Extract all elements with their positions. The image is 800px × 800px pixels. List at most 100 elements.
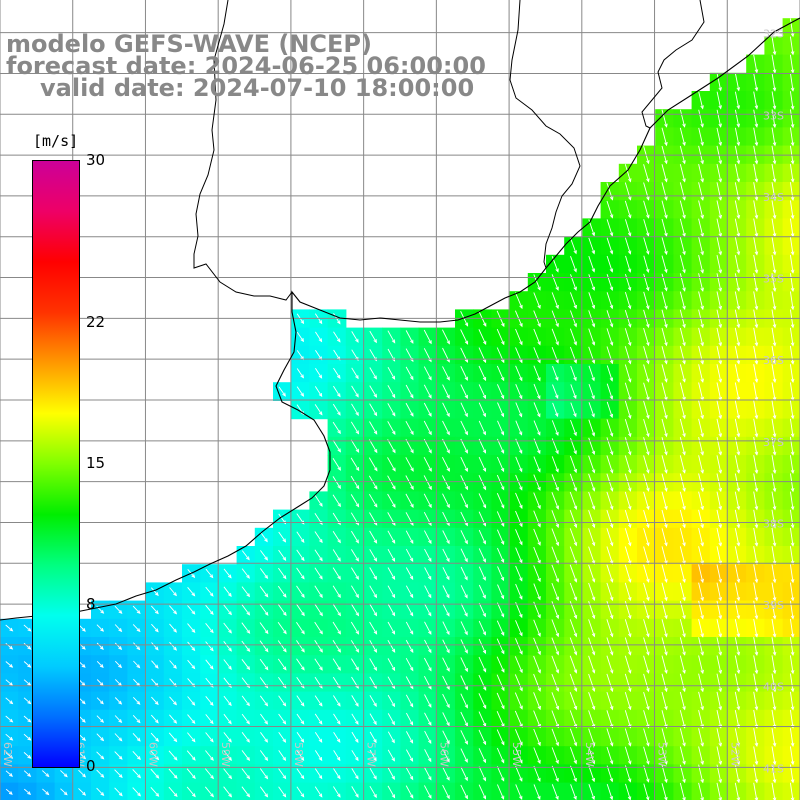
- wind-arrow: [296, 386, 305, 397]
- wind-arrow: [187, 659, 196, 670]
- wind-arrow: [314, 750, 323, 762]
- wind-arrow: [387, 421, 396, 436]
- wind-arrow: [569, 655, 578, 674]
- wind-arrow: [314, 768, 323, 780]
- wind-arrow: [588, 237, 596, 255]
- wind-arrow: [478, 420, 486, 436]
- wind-arrow: [624, 418, 632, 438]
- wind-arrow: [588, 383, 595, 400]
- wind-arrow: [698, 163, 704, 183]
- wind-arrow: [771, 455, 777, 475]
- wind-arrow: [296, 658, 305, 671]
- wind-arrow: [771, 673, 777, 693]
- lon-label: 56W: [437, 742, 450, 767]
- wind-arrow: [278, 695, 287, 707]
- wind-arrow: [624, 273, 632, 292]
- wind-arrow: [515, 510, 523, 528]
- wind-arrow: [734, 346, 741, 365]
- wind-arrow: [515, 420, 523, 436]
- wind-arrow: [150, 787, 160, 797]
- wind-arrow: [332, 421, 341, 435]
- wind-arrow: [405, 420, 414, 436]
- wind-arrow: [734, 728, 741, 747]
- wind-arrow: [569, 292, 577, 310]
- wind-arrow: [643, 364, 650, 383]
- wind-arrow: [333, 731, 341, 743]
- wind-arrow: [223, 750, 232, 762]
- wind-arrow: [442, 675, 450, 691]
- wind-arrow: [423, 511, 432, 527]
- wind-arrow: [405, 530, 414, 545]
- wind-arrow: [424, 530, 432, 545]
- wind-arrow: [241, 768, 251, 780]
- wind-arrow: [624, 655, 632, 674]
- wind-arrow: [259, 622, 269, 635]
- wind-arrow: [314, 786, 323, 798]
- wind-arrow: [387, 621, 396, 635]
- wind-arrow: [643, 637, 650, 656]
- wind-arrow: [753, 618, 759, 638]
- wind-arrow: [23, 770, 32, 777]
- wind-arrow: [661, 637, 668, 656]
- wind-cell: [72, 782, 92, 800]
- colorbar-unit: [m/s]: [33, 132, 79, 150]
- wind-arrow: [771, 400, 777, 420]
- wind-arrow: [114, 642, 123, 651]
- wind-arrow: [460, 475, 468, 491]
- wind-arrow: [114, 605, 123, 614]
- wind-arrow: [734, 255, 741, 274]
- wind-arrow: [679, 218, 686, 238]
- wind-arrow: [168, 750, 178, 761]
- wind-arrow: [661, 400, 668, 420]
- wind-arrow: [496, 729, 505, 746]
- wind-arrow: [679, 728, 686, 747]
- wind-arrow: [606, 419, 614, 437]
- wind-arrow: [41, 770, 50, 778]
- wind-arrow: [698, 527, 704, 547]
- wind-arrow: [168, 786, 178, 798]
- wind-arrow: [661, 437, 668, 456]
- wind-arrow: [132, 732, 141, 742]
- wind-arrow: [570, 384, 577, 400]
- wind-arrow: [569, 455, 577, 474]
- wind-arrow: [187, 714, 196, 724]
- wind-arrow: [60, 788, 68, 796]
- wind-arrow: [789, 455, 795, 475]
- wind-arrow: [96, 660, 104, 669]
- wind-arrow: [679, 637, 686, 656]
- wind-arrow: [296, 732, 305, 743]
- wind-arrow: [753, 782, 759, 800]
- wind-arrow: [241, 786, 251, 798]
- wind-arrow: [241, 659, 251, 671]
- wind-arrow: [515, 529, 523, 546]
- wind-arrow: [223, 641, 232, 652]
- wind-arrow: [351, 786, 359, 798]
- wind-arrow: [624, 200, 632, 219]
- wind-arrow: [387, 585, 396, 599]
- wind-arrow: [533, 510, 541, 528]
- wind-arrow: [679, 655, 686, 674]
- wind-arrow: [551, 420, 559, 436]
- wind-arrow: [351, 768, 359, 780]
- wind-arrow: [716, 346, 723, 365]
- wind-arrow: [351, 331, 359, 343]
- wind-arrow: [405, 366, 414, 381]
- wind-arrow: [405, 475, 414, 491]
- wind-arrow: [478, 766, 487, 782]
- wind-arrow: [187, 641, 196, 652]
- wind-arrow: [569, 328, 577, 346]
- wind-arrow: [661, 109, 668, 128]
- wind-arrow: [624, 328, 632, 347]
- wind-arrow: [460, 566, 468, 581]
- wind-arrow: [533, 492, 541, 510]
- wind-arrow: [533, 456, 541, 473]
- wind-arrow: [150, 587, 159, 597]
- wind-arrow: [771, 54, 777, 74]
- wind-arrow: [606, 255, 614, 273]
- wind-arrow: [551, 728, 559, 747]
- wind-arrow: [753, 163, 759, 183]
- wind-arrow: [333, 768, 341, 780]
- wind-arrow: [679, 619, 686, 638]
- wind-arrow: [515, 784, 523, 800]
